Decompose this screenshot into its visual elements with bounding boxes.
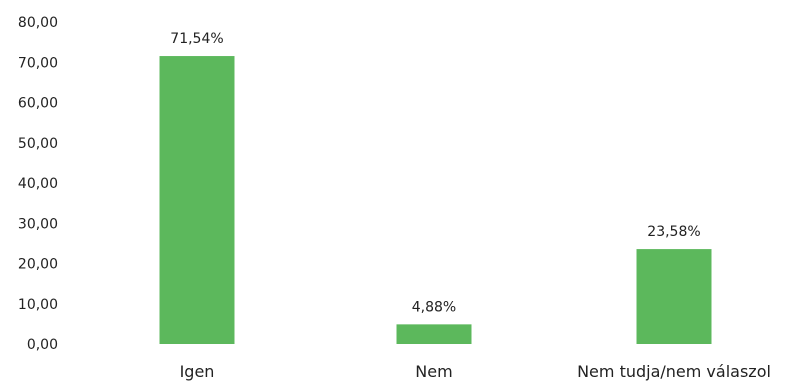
y-tick-label: 10,00 [18, 297, 58, 313]
y-tick-label: 50,00 [18, 136, 58, 152]
y-tick-label: 70,00 [18, 55, 58, 71]
y-axis-ticks: 0,00 10,00 20,00 30,00 40,00 50,00 60,00 70,00 8… [18, 15, 58, 353]
y-tick-label: 80,00 [18, 15, 58, 31]
y-tick-label: 60,00 [18, 96, 58, 112]
x-axis-labels: Igen Nem Nem tudja/nem válaszol [180, 362, 771, 381]
bar-0 [159, 56, 235, 344]
data-label-0: 71,54% [170, 31, 223, 47]
data-labels: 71,54% 4,88% 23,58% [170, 31, 700, 315]
y-tick-label: 0,00 [27, 337, 58, 353]
x-category-label-2: Nem tudja/nem válaszol [577, 362, 771, 381]
x-category-label-0: Igen [180, 362, 215, 381]
data-label-2: 23,58% [647, 224, 700, 240]
data-label-1: 4,88% [412, 299, 456, 315]
bar-1 [396, 324, 472, 344]
y-tick-label: 20,00 [18, 257, 58, 273]
y-tick-label: 30,00 [18, 216, 58, 232]
x-category-label-1: Nem [415, 362, 452, 381]
bar-2 [636, 249, 712, 344]
y-tick-label: 40,00 [18, 176, 58, 192]
bars [159, 56, 712, 344]
